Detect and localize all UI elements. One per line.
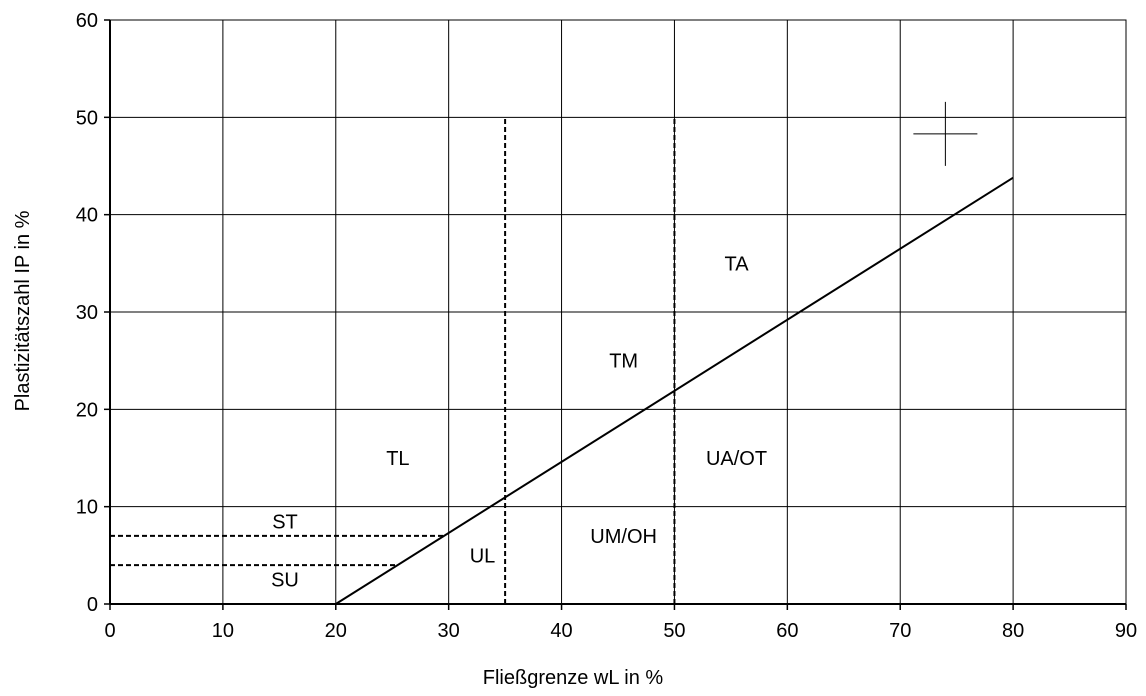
- x-tick-label: 0: [104, 620, 115, 642]
- region-labels: TA TM TL UA/OT UM/OH UL ST SU: [271, 253, 767, 591]
- x-tick-label: 50: [663, 620, 685, 642]
- region-label-um-oh: UM/OH: [590, 526, 657, 548]
- x-tick-label: 80: [1002, 620, 1024, 642]
- region-label-ua-ot: UA/OT: [706, 448, 767, 470]
- region-label-st: ST: [272, 511, 298, 533]
- y-tick-label: 60: [76, 10, 98, 32]
- x-tick-label: 10: [212, 620, 234, 642]
- grid: [110, 20, 1126, 604]
- x-tick-label: 30: [438, 620, 460, 642]
- axes: 0 10 20 30 40 50 60 70 80 90 0 10 20 30 40 50 60: [76, 10, 1137, 642]
- y-tick-label: 40: [76, 205, 98, 227]
- region-label-ul: UL: [470, 545, 496, 567]
- x-axis-title: Fließgrenze wL in %: [483, 667, 664, 689]
- x-tick-label: 20: [325, 620, 347, 642]
- x-tick-label: 90: [1115, 620, 1137, 642]
- y-tick-label: 30: [76, 302, 98, 324]
- chart-lines: [110, 101, 1014, 605]
- y-tick-label: 10: [76, 497, 98, 519]
- x-tick-label: 40: [550, 620, 572, 642]
- a-line: [335, 176, 1014, 605]
- x-tick-label: 70: [889, 620, 911, 642]
- x-tick-label: 60: [776, 620, 798, 642]
- region-label-su: SU: [271, 570, 299, 592]
- region-label-tm: TM: [609, 351, 638, 373]
- region-label-ta: TA: [724, 253, 749, 275]
- region-label-tl: TL: [386, 448, 409, 470]
- y-tick-label: 20: [76, 399, 98, 421]
- y-axis-title: Plastizitätszahl IP in %: [12, 210, 34, 411]
- y-tick-label: 50: [76, 107, 98, 129]
- y-tick-label: 0: [87, 594, 98, 616]
